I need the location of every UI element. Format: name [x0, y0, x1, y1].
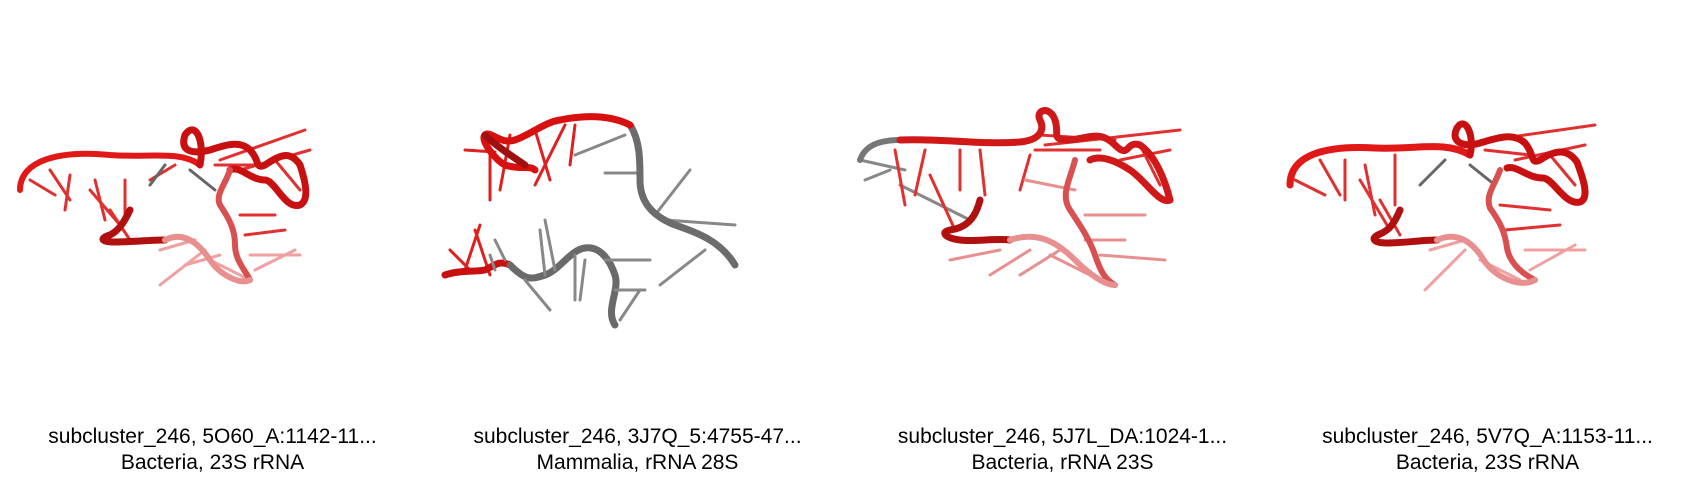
caption-organism-line: Bacteria, 23S rRNA — [1275, 450, 1700, 476]
caption-id-line: subcluster_246, 5V7Q_A:1153-11... — [1275, 424, 1700, 450]
structure-caption: subcluster_246, 5V7Q_A:1153-11... Bacter… — [1275, 424, 1700, 476]
structure-panel[interactable]: subcluster_246, 5V7Q_A:1153-11... Bacter… — [1275, 0, 1700, 480]
caption-organism-line: Bacteria, rRNA 23S — [850, 450, 1275, 476]
rna-structure-image — [435, 110, 840, 380]
rna-structure-image — [10, 110, 415, 380]
structure-caption: subcluster_246, 3J7Q_5:4755-47... Mammal… — [425, 424, 850, 476]
caption-organism-line: Bacteria, 23S rRNA — [0, 450, 425, 476]
structure-panel[interactable]: subcluster_246, 3J7Q_5:4755-47... Mammal… — [425, 0, 850, 480]
caption-id-line: subcluster_246, 5J7L_DA:1024-1... — [850, 424, 1275, 450]
caption-id-line: subcluster_246, 5O60_A:1142-11... — [0, 424, 425, 450]
caption-organism-line: Mammalia, rRNA 28S — [425, 450, 850, 476]
structure-panel[interactable]: subcluster_246, 5O60_A:1142-11... Bacter… — [0, 0, 425, 480]
caption-id-line: subcluster_246, 3J7Q_5:4755-47... — [425, 424, 850, 450]
structure-caption: subcluster_246, 5O60_A:1142-11... Bacter… — [0, 424, 425, 476]
rna-structure-image — [1285, 110, 1690, 380]
rna-structure-image — [860, 110, 1265, 380]
structure-panel[interactable]: subcluster_246, 5J7L_DA:1024-1... Bacter… — [850, 0, 1275, 480]
structure-caption: subcluster_246, 5J7L_DA:1024-1... Bacter… — [850, 424, 1275, 476]
